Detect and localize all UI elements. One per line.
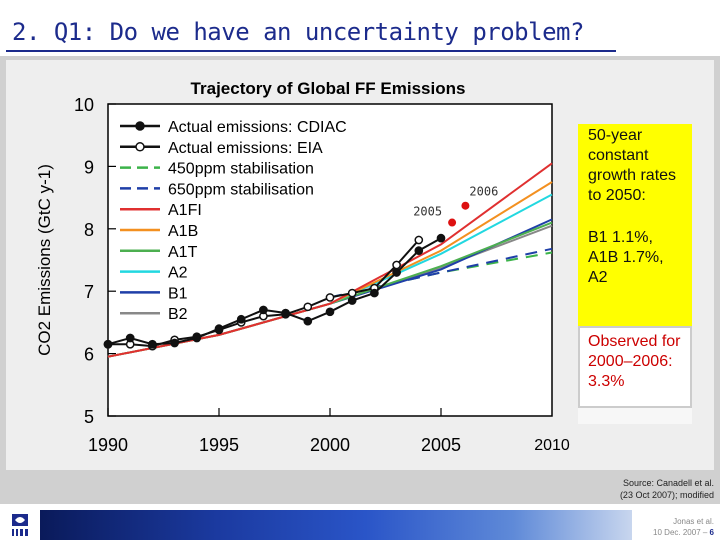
legend-label: B1 [168,285,188,302]
y-axis-label: CO2 Emissions (GtC y-1) [35,164,54,356]
x-tick-label: 2005 [421,435,461,455]
series-line-actual-emissions-cdiac [107,237,442,346]
data-point [303,316,313,326]
series-line-450ppm-stabilisation [329,251,553,299]
plot-area [107,103,553,417]
data-point [236,314,246,324]
data-point [281,308,290,318]
series-group [103,162,553,358]
highlight-point [447,217,458,228]
data-point [214,324,224,333]
legend-label: A1T [168,244,198,261]
observed-heading: Observed for 2000–2006: [588,333,681,370]
series-line-650ppm-stabilisation [329,247,553,299]
legend-label: A2 [168,265,188,282]
data-point [170,338,179,348]
y-tick-label: 6 [84,345,94,365]
y-tick-label: 8 [84,220,94,240]
x-tick-2010: 2010 [534,437,570,454]
data-point [325,307,335,317]
chart-title: Trajectory of Global FF Emissions [191,79,466,98]
legend-label: 450ppm stabilisation [168,161,314,178]
highlight-label: 2006 [469,185,498,199]
data-point [347,296,357,305]
iiasa-logo [6,510,34,540]
title-rule [6,50,616,52]
legend-label: B2 [168,306,188,323]
footer-bar [40,510,632,540]
data-point [392,268,401,277]
highlight-label: 2005 [413,205,442,219]
highlight-group: 2005 2006 [413,185,498,228]
x-tick-label: 1995 [199,435,239,455]
slide-title: 2. Q1: Do we have an uncertainty problem… [12,18,584,46]
growth-rate-note: 50-year constant growth rates to 2050: B… [578,124,692,326]
legend-marker [135,121,145,131]
highlight-point [460,200,471,211]
data-point [414,235,424,245]
data-point [370,288,379,298]
data-point [148,339,157,349]
legend-label: A1FI [168,202,202,219]
data-point [347,288,357,298]
source-line-2: (23 Oct 2007); modified [619,490,714,500]
source-line-1: Source: Canadell et al. [622,478,714,488]
data-point [192,333,202,343]
annotation-box: 50-year constant growth rates to 2050: B… [578,124,692,424]
y-tick-label: 7 [84,282,94,302]
legend-label: Actual emissions: EIA [168,140,323,157]
iiasa-logo-icon [12,514,28,536]
legend-group: Actual emissions: CDIAC Actual emissions:… [120,119,347,323]
axes-group: 5 6 7 8 9 10 1990 1995 2000 2005 [74,95,461,455]
data-point [303,302,313,312]
data-point [103,339,113,349]
footer-page: 6 [709,528,714,537]
source-note: Source: Canadell et al. (23 Oct 2007); m… [620,477,714,501]
growth-rate-heading: 50-year constant growth rates to 2050: [588,127,677,204]
data-point [125,333,135,343]
legend-marker [135,142,145,152]
growth-rate-values: B1 1.1%, A1B 1.7%, A2 [588,229,664,286]
data-point [325,293,335,302]
data-point [436,233,446,243]
observed-note: Observed for 2000–2006: 3.3% [578,326,692,408]
legend-label: A1B [168,223,198,240]
observed-value: 3.3% [588,373,625,390]
legend-label: 650ppm stabilisation [168,181,314,198]
y-tick-label: 9 [84,157,94,177]
data-point [259,305,268,315]
footer-date: 10 Dec. 2007 – [653,528,708,537]
data-point [414,246,424,255]
footer-meta: Jonas et al. 10 Dec. 2007 – 6 [653,516,714,538]
legend-label: Actual emissions: CDIAC [168,119,347,136]
x-tick-label: 1990 [88,435,128,455]
y-tick-label: 5 [84,407,94,427]
data-point [392,260,401,270]
footer-author: Jonas et al. [673,517,714,526]
x-tick-label: 2000 [310,435,350,455]
y-tick-label: 10 [74,95,94,115]
